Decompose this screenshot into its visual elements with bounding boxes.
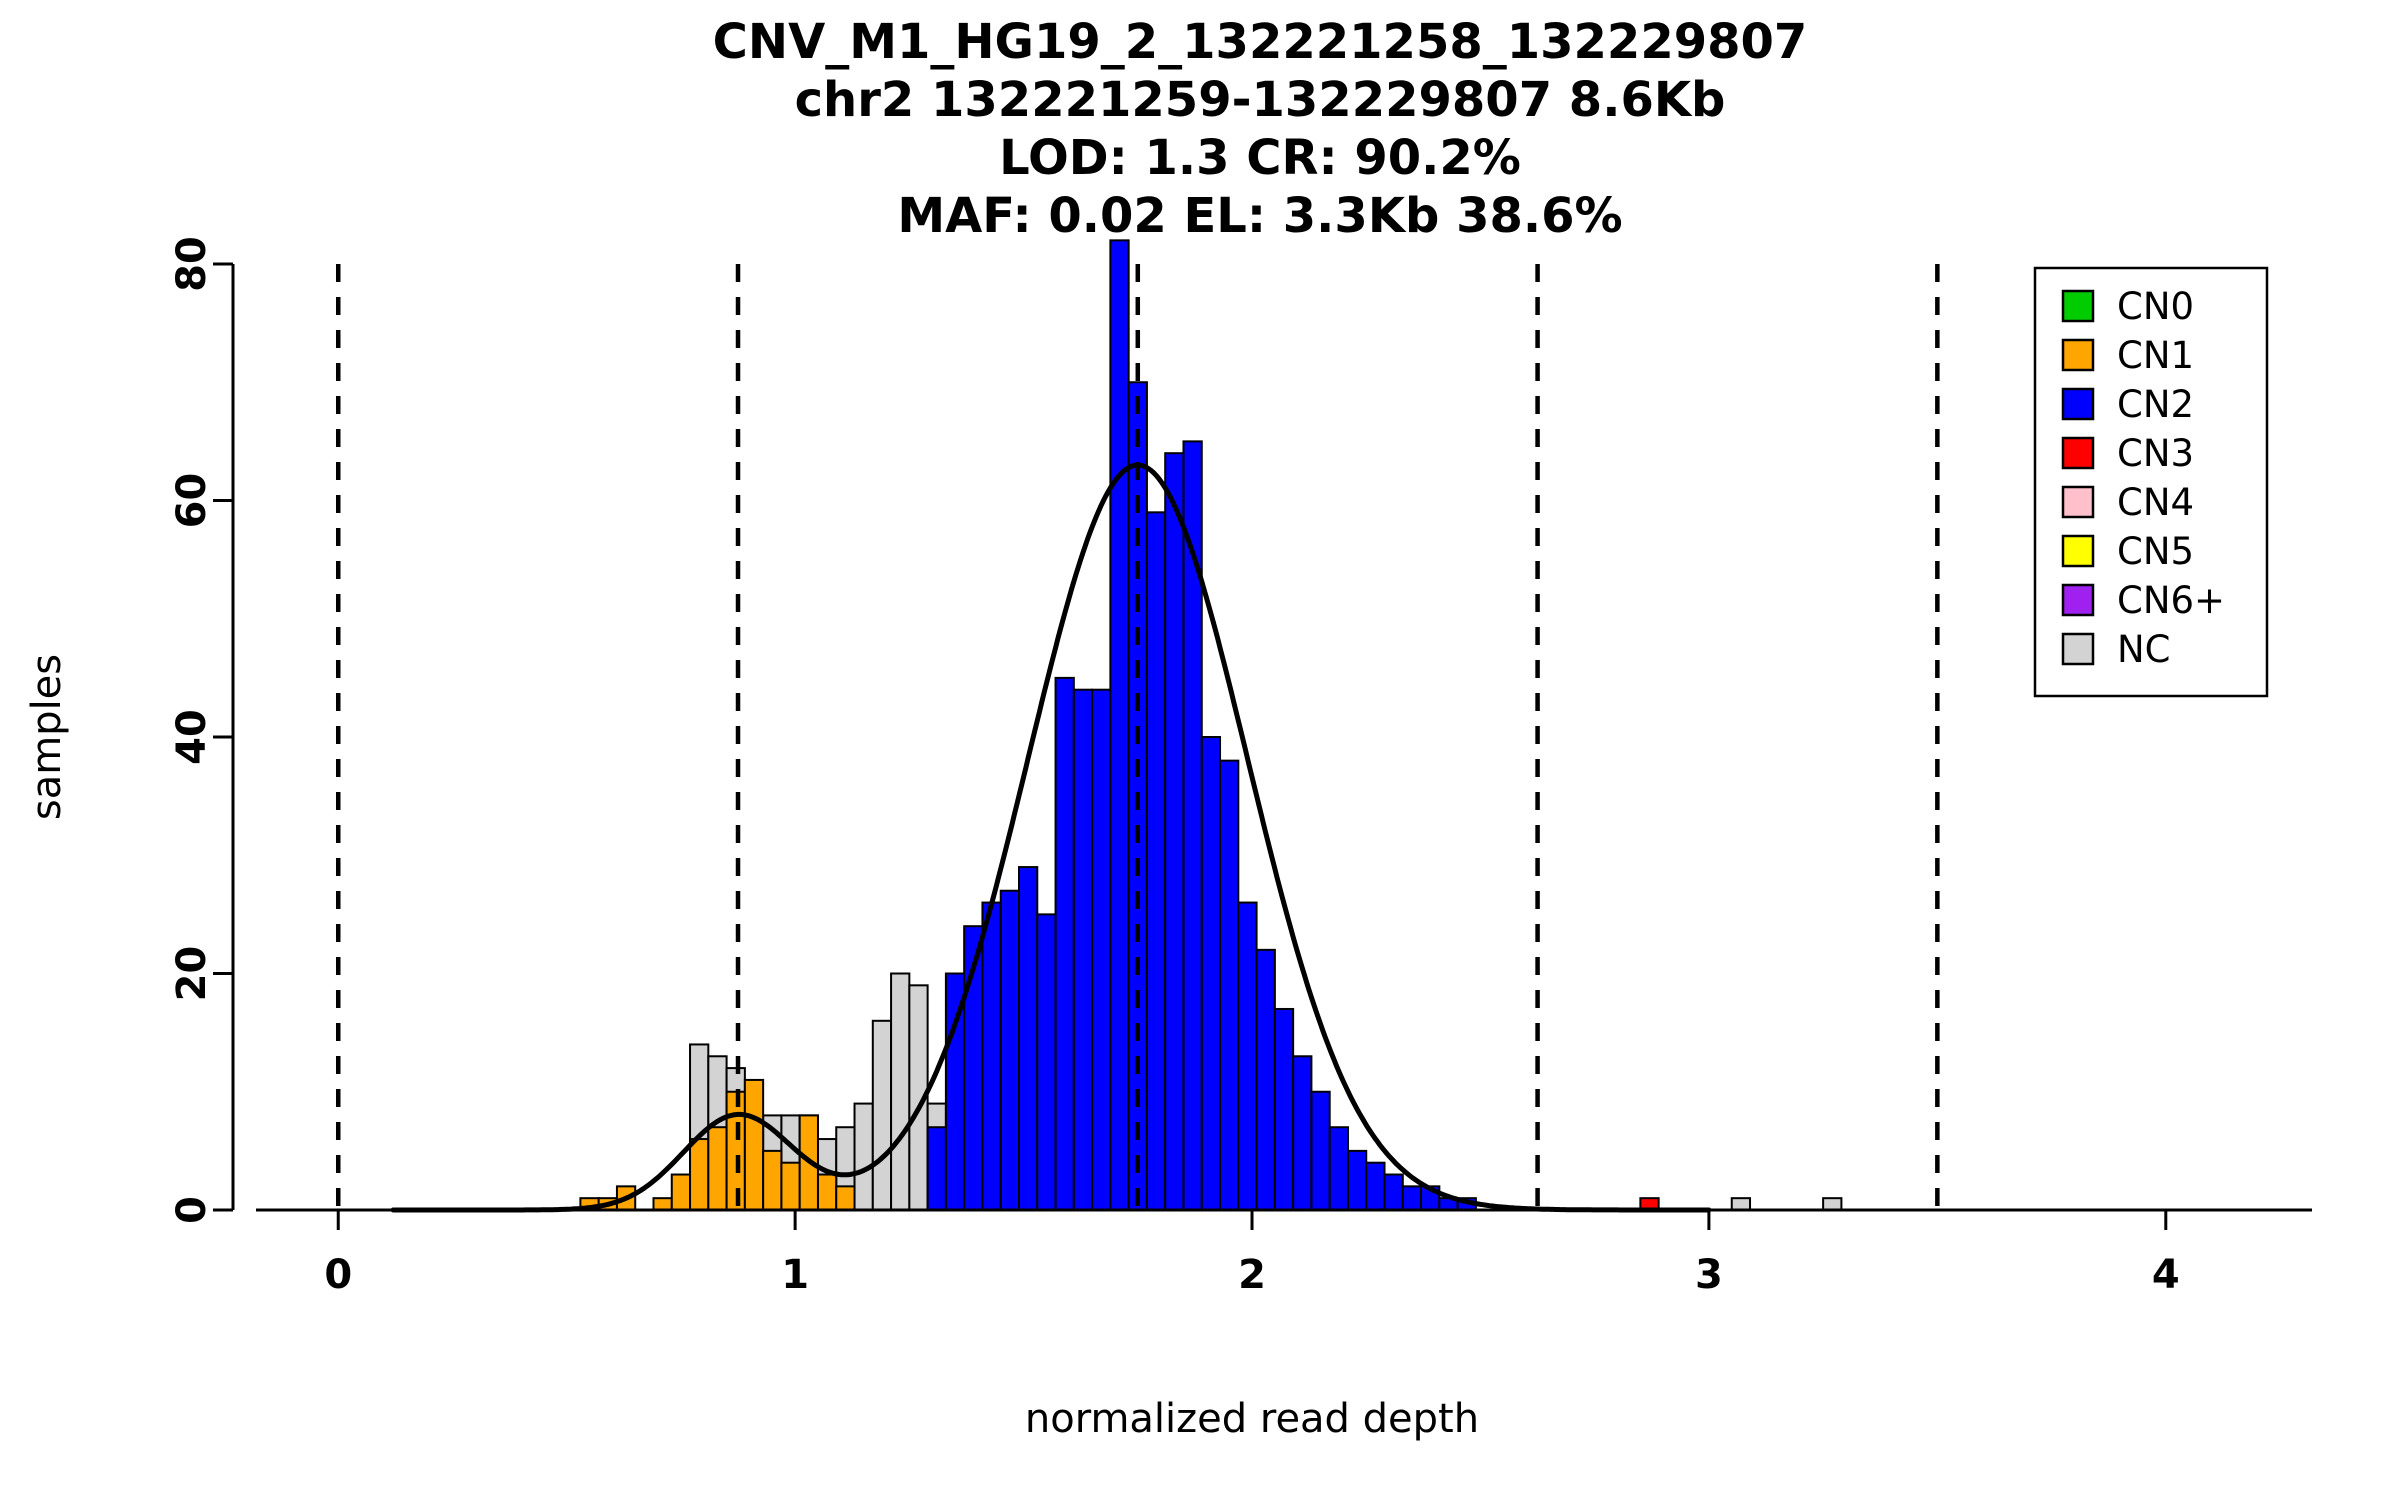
legend-swatch-cn5 [2061,534,2095,568]
histogram-bar-cn2 [1091,688,1112,1211]
legend-item-cn1: CN1 [2061,334,2194,377]
histogram-bar-cn2 [1072,688,1094,1211]
legend-item-cn5: CN5 [2061,530,2194,573]
y-tick-label: 60 [169,473,215,529]
histogram-bar-cn2 [1145,511,1167,1211]
histogram-bar-cn2 [1164,452,1185,1211]
x-tick-label: 1 [781,1252,809,1298]
histogram-bar-cn2 [1255,948,1276,1211]
histogram-bar-cn1 [670,1173,692,1212]
y-tick-label: 0 [169,1196,215,1224]
legend-item-nc: NC [2061,628,2171,671]
legend-label: NC [2117,628,2171,671]
density-curve [390,462,1712,1213]
legend-item-cn4: CN4 [2061,481,2194,524]
histogram-bar-cn2 [1383,1173,1404,1212]
histogram-bar-cn1 [780,1161,801,1211]
title-line-3: LOD: 1.3 CR: 90.2% [999,130,1521,186]
legend-item-cn2: CN2 [2061,383,2194,426]
histogram-bar-nc [871,1019,893,1211]
histogram-bar-cn2 [1200,736,1222,1211]
legend-label: CN2 [2117,383,2194,426]
title-line-2: chr2 132221259-132229807 8.6Kb [795,72,1726,128]
legend-label: CN0 [2117,285,2194,328]
histogram-bar-cn1 [725,1090,746,1211]
histogram-bar-cn2 [926,1126,947,1211]
x-tick-label: 4 [2152,1252,2180,1298]
y-tick-label: 80 [169,236,215,292]
histogram-bar-cn2 [1365,1161,1386,1211]
histogram-bar-cn2 [1328,1126,1349,1211]
histogram-bar-cn2 [1018,866,1039,1211]
legend-swatch-cn4 [2061,485,2095,519]
x-tick-label: 2 [1238,1252,1266,1298]
legend-swatch-nc [2061,632,2095,666]
title-line-4: MAF: 0.02 EL: 3.3Kb 38.6% [897,188,1622,244]
legend-label: CN1 [2117,334,2194,377]
y-axis-title: samples [24,654,70,820]
histogram-bar-cn2 [1273,1007,1295,1211]
histogram-bar-nc [1730,1197,1752,1212]
histogram-bar-cn2 [1109,239,1130,1212]
x-tick-label: 0 [324,1252,352,1298]
histogram-bar-cn2 [1346,1149,1368,1211]
y-tick-label: 40 [169,709,215,765]
histogram-bar-nc [1822,1197,1843,1212]
histogram-bar-cn2 [1219,759,1240,1212]
histogram-bar-nc [890,972,911,1211]
histogram-bar-cn1 [816,1173,838,1212]
legend-item-cn0: CN0 [2061,285,2194,328]
histogram-bar-cn1 [762,1149,783,1211]
histogram-bar-cn2 [1237,901,1258,1211]
legend-label: CN4 [2117,481,2194,524]
legend-swatch-cn0 [2061,289,2095,323]
legend-label: CN5 [2117,530,2194,573]
legend-item-cn3: CN3 [2061,432,2194,475]
histogram-bar-cn2 [999,889,1021,1211]
legend-item-cn6plus: CN6+ [2061,579,2225,622]
legend: CN0 CN1 CN2 CN3 CN4 CN5 CN6+ NC [2033,266,2269,698]
histogram-bar-cn2 [1054,676,1075,1211]
histogram-bar-cn2 [1036,913,1057,1211]
histogram-bar-cn1 [707,1126,728,1211]
x-axis-title: normalized read depth [1025,1396,1479,1442]
legend-label: CN3 [2117,432,2194,475]
histogram-bar-nc [853,1102,874,1211]
legend-swatch-cn6plus [2061,583,2095,617]
histogram-bar-cn1 [835,1185,856,1211]
y-tick-label: 20 [169,946,215,1002]
histogram-bar-cn2 [1401,1185,1423,1211]
histogram-bar-cn2 [1310,1090,1331,1211]
legend-swatch-cn2 [2061,387,2095,421]
histogram-bar-cn1 [743,1078,765,1212]
histogram-bar-cn1 [689,1138,710,1212]
histogram-bar-cn1 [652,1197,673,1212]
chart-titles: CNV_M1_HG19_2_132221258_132229807 chr2 1… [713,14,1808,244]
x-tick-label: 3 [1695,1252,1723,1298]
histogram-bar-cn2 [1292,1055,1313,1212]
legend-swatch-cn1 [2061,338,2095,372]
title-line-1: CNV_M1_HG19_2_132221258_132229807 [713,14,1808,70]
histogram-bar-cn2 [981,901,1002,1211]
legend-label: CN6+ [2117,579,2225,622]
legend-swatch-cn3 [2061,436,2095,470]
